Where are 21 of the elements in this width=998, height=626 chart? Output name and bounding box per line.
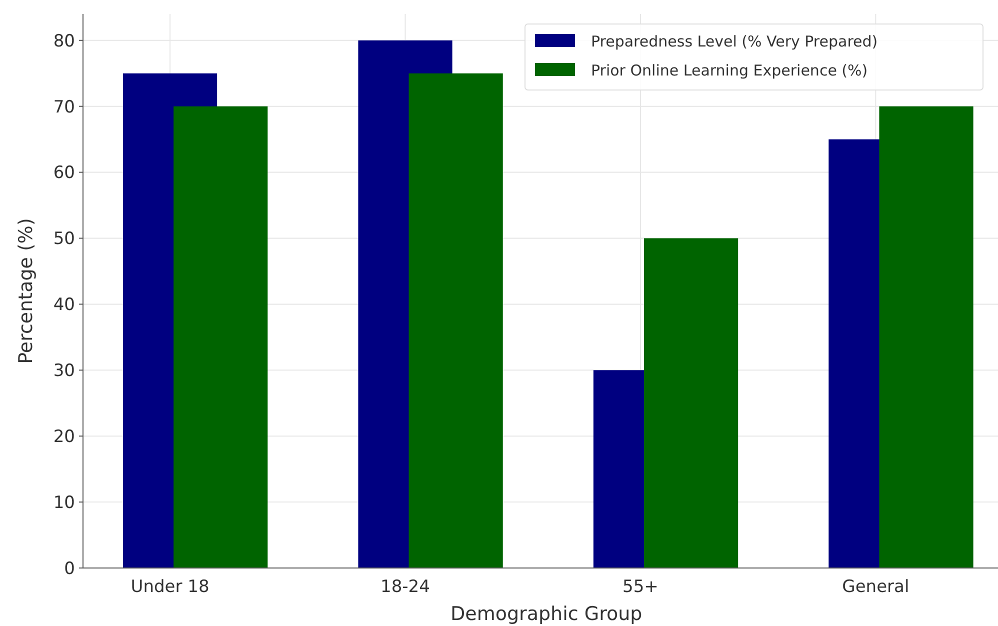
y-tick-label: 30 [53,361,75,382]
x-tick-label: General [842,577,910,597]
legend-label: Preparedness Level (% Very Prepared) [591,32,878,50]
legend-label: Prior Online Learning Experience (%) [591,61,868,80]
y-tick-label: 80 [53,31,75,52]
bar [879,106,974,568]
bar [644,238,738,568]
y-tick-label: 20 [53,427,75,448]
y-tick-label: 60 [53,163,75,184]
x-tick-label: 18-24 [380,577,430,597]
y-tick-label: 0 [64,558,75,579]
y-tick-label: 70 [53,97,75,118]
y-axis-title: Percentage (%) [15,218,37,364]
bar [174,106,268,568]
y-tick-label: 10 [53,493,75,513]
x-tick-label: Under 18 [130,577,210,597]
bar [408,73,503,568]
y-tick-label: 40 [53,295,75,316]
x-tick-label: 55+ [622,577,658,597]
x-axis-title: Demographic Group [450,603,642,625]
y-tick-label: 50 [53,229,75,250]
